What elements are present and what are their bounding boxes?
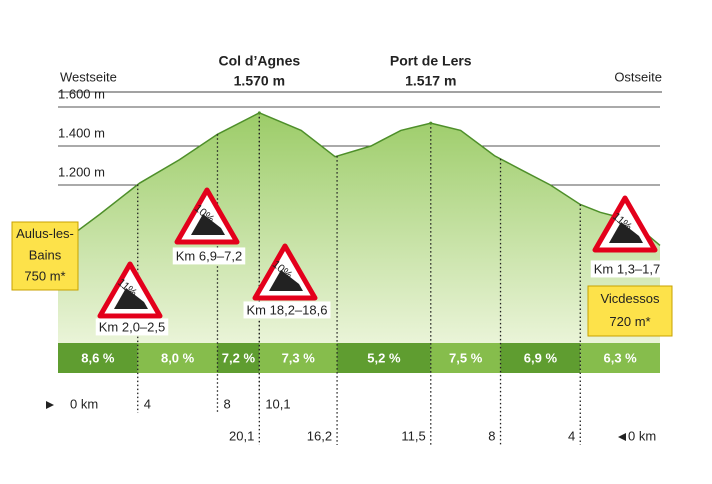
sign-range: Km 18,2–18,6 bbox=[247, 302, 328, 317]
x-tick-label: 8 bbox=[488, 428, 495, 443]
town-box bbox=[587, 285, 673, 337]
x-tick-label: 8 bbox=[223, 396, 230, 411]
sign-slope bbox=[609, 222, 643, 243]
gradient-segment bbox=[259, 343, 338, 373]
gradient-segment bbox=[500, 343, 581, 373]
sign-triangle bbox=[252, 243, 318, 301]
sign-slope bbox=[191, 214, 225, 235]
profile-area bbox=[58, 112, 660, 343]
gradient-segment bbox=[337, 343, 431, 373]
x-tick-label: 0 km bbox=[628, 428, 656, 443]
town-elevation: 750 m* bbox=[24, 269, 65, 284]
sign-triangle bbox=[97, 261, 163, 319]
gradient-segment bbox=[430, 343, 501, 373]
x-tick-label: 11,5 bbox=[401, 428, 425, 443]
pass-point bbox=[429, 121, 433, 125]
x-tick-label: 16,2 bbox=[307, 428, 332, 443]
sign-slope bbox=[114, 288, 148, 309]
gradient-segment bbox=[137, 343, 218, 373]
y-tick-label: 1.400 m bbox=[58, 125, 105, 140]
gradient-label: 6,3 % bbox=[604, 350, 638, 365]
y-tick-label: 1.200 m bbox=[58, 164, 105, 179]
sign-range-box bbox=[172, 247, 246, 265]
warning-sign: 10% bbox=[252, 243, 318, 301]
x-tick-label: 10,1 bbox=[265, 396, 290, 411]
town-name: Vicdessos bbox=[600, 291, 660, 306]
sign-range: Km 2,0–2,5 bbox=[99, 319, 166, 334]
gradient-segment bbox=[217, 343, 260, 373]
sign-range-box bbox=[590, 260, 664, 278]
pass-name: Col d’Agnes bbox=[218, 53, 300, 69]
gradient-label: 5,2 % bbox=[367, 350, 401, 365]
gradient-segment bbox=[58, 343, 138, 373]
gradient-label: 7,5 % bbox=[449, 350, 483, 365]
x-tick-label: 0 km bbox=[70, 396, 98, 411]
pass-name: Port de Lers bbox=[390, 53, 472, 69]
sign-triangle bbox=[174, 187, 240, 245]
town-name: Aulus-les- bbox=[16, 226, 74, 241]
warning-sign: 10% bbox=[174, 187, 240, 245]
header-right: Ostseite bbox=[614, 69, 662, 84]
y-tick-label: 1.600 m bbox=[58, 86, 105, 101]
sign-slope bbox=[269, 270, 303, 291]
gradient-label: 7,2 % bbox=[222, 350, 256, 365]
x-tick-label: 4 bbox=[568, 428, 575, 443]
gradient-segment bbox=[580, 343, 660, 373]
sign-range: Km 6,9–7,2 bbox=[176, 248, 243, 263]
town-box bbox=[11, 221, 79, 291]
sign-range-box bbox=[243, 301, 331, 319]
sign-range-box bbox=[95, 318, 169, 336]
pass-point bbox=[257, 111, 261, 115]
header-left: Westseite bbox=[60, 69, 117, 84]
arrow-east bbox=[618, 433, 626, 441]
x-tick-label: 20,1 bbox=[229, 428, 254, 443]
town-name: Bains bbox=[29, 247, 62, 262]
arrow-west bbox=[46, 401, 54, 409]
pass-elevation: 1.517 m bbox=[405, 73, 456, 89]
warning-sign: 11% bbox=[592, 195, 658, 253]
gradient-label: 6,9 % bbox=[524, 350, 558, 365]
sign-triangle bbox=[592, 195, 658, 253]
gradient-label: 7,3 % bbox=[282, 350, 316, 365]
sign-range: Km 1,3–1,7 bbox=[594, 261, 661, 276]
gradient-label: 8,6 % bbox=[81, 350, 115, 365]
gradient-label: 8,0 % bbox=[161, 350, 195, 365]
warning-sign: 11% bbox=[97, 261, 163, 319]
x-tick-label: 4 bbox=[144, 396, 151, 411]
town-elevation: 720 m* bbox=[609, 314, 650, 329]
pass-elevation: 1.570 m bbox=[234, 73, 285, 89]
